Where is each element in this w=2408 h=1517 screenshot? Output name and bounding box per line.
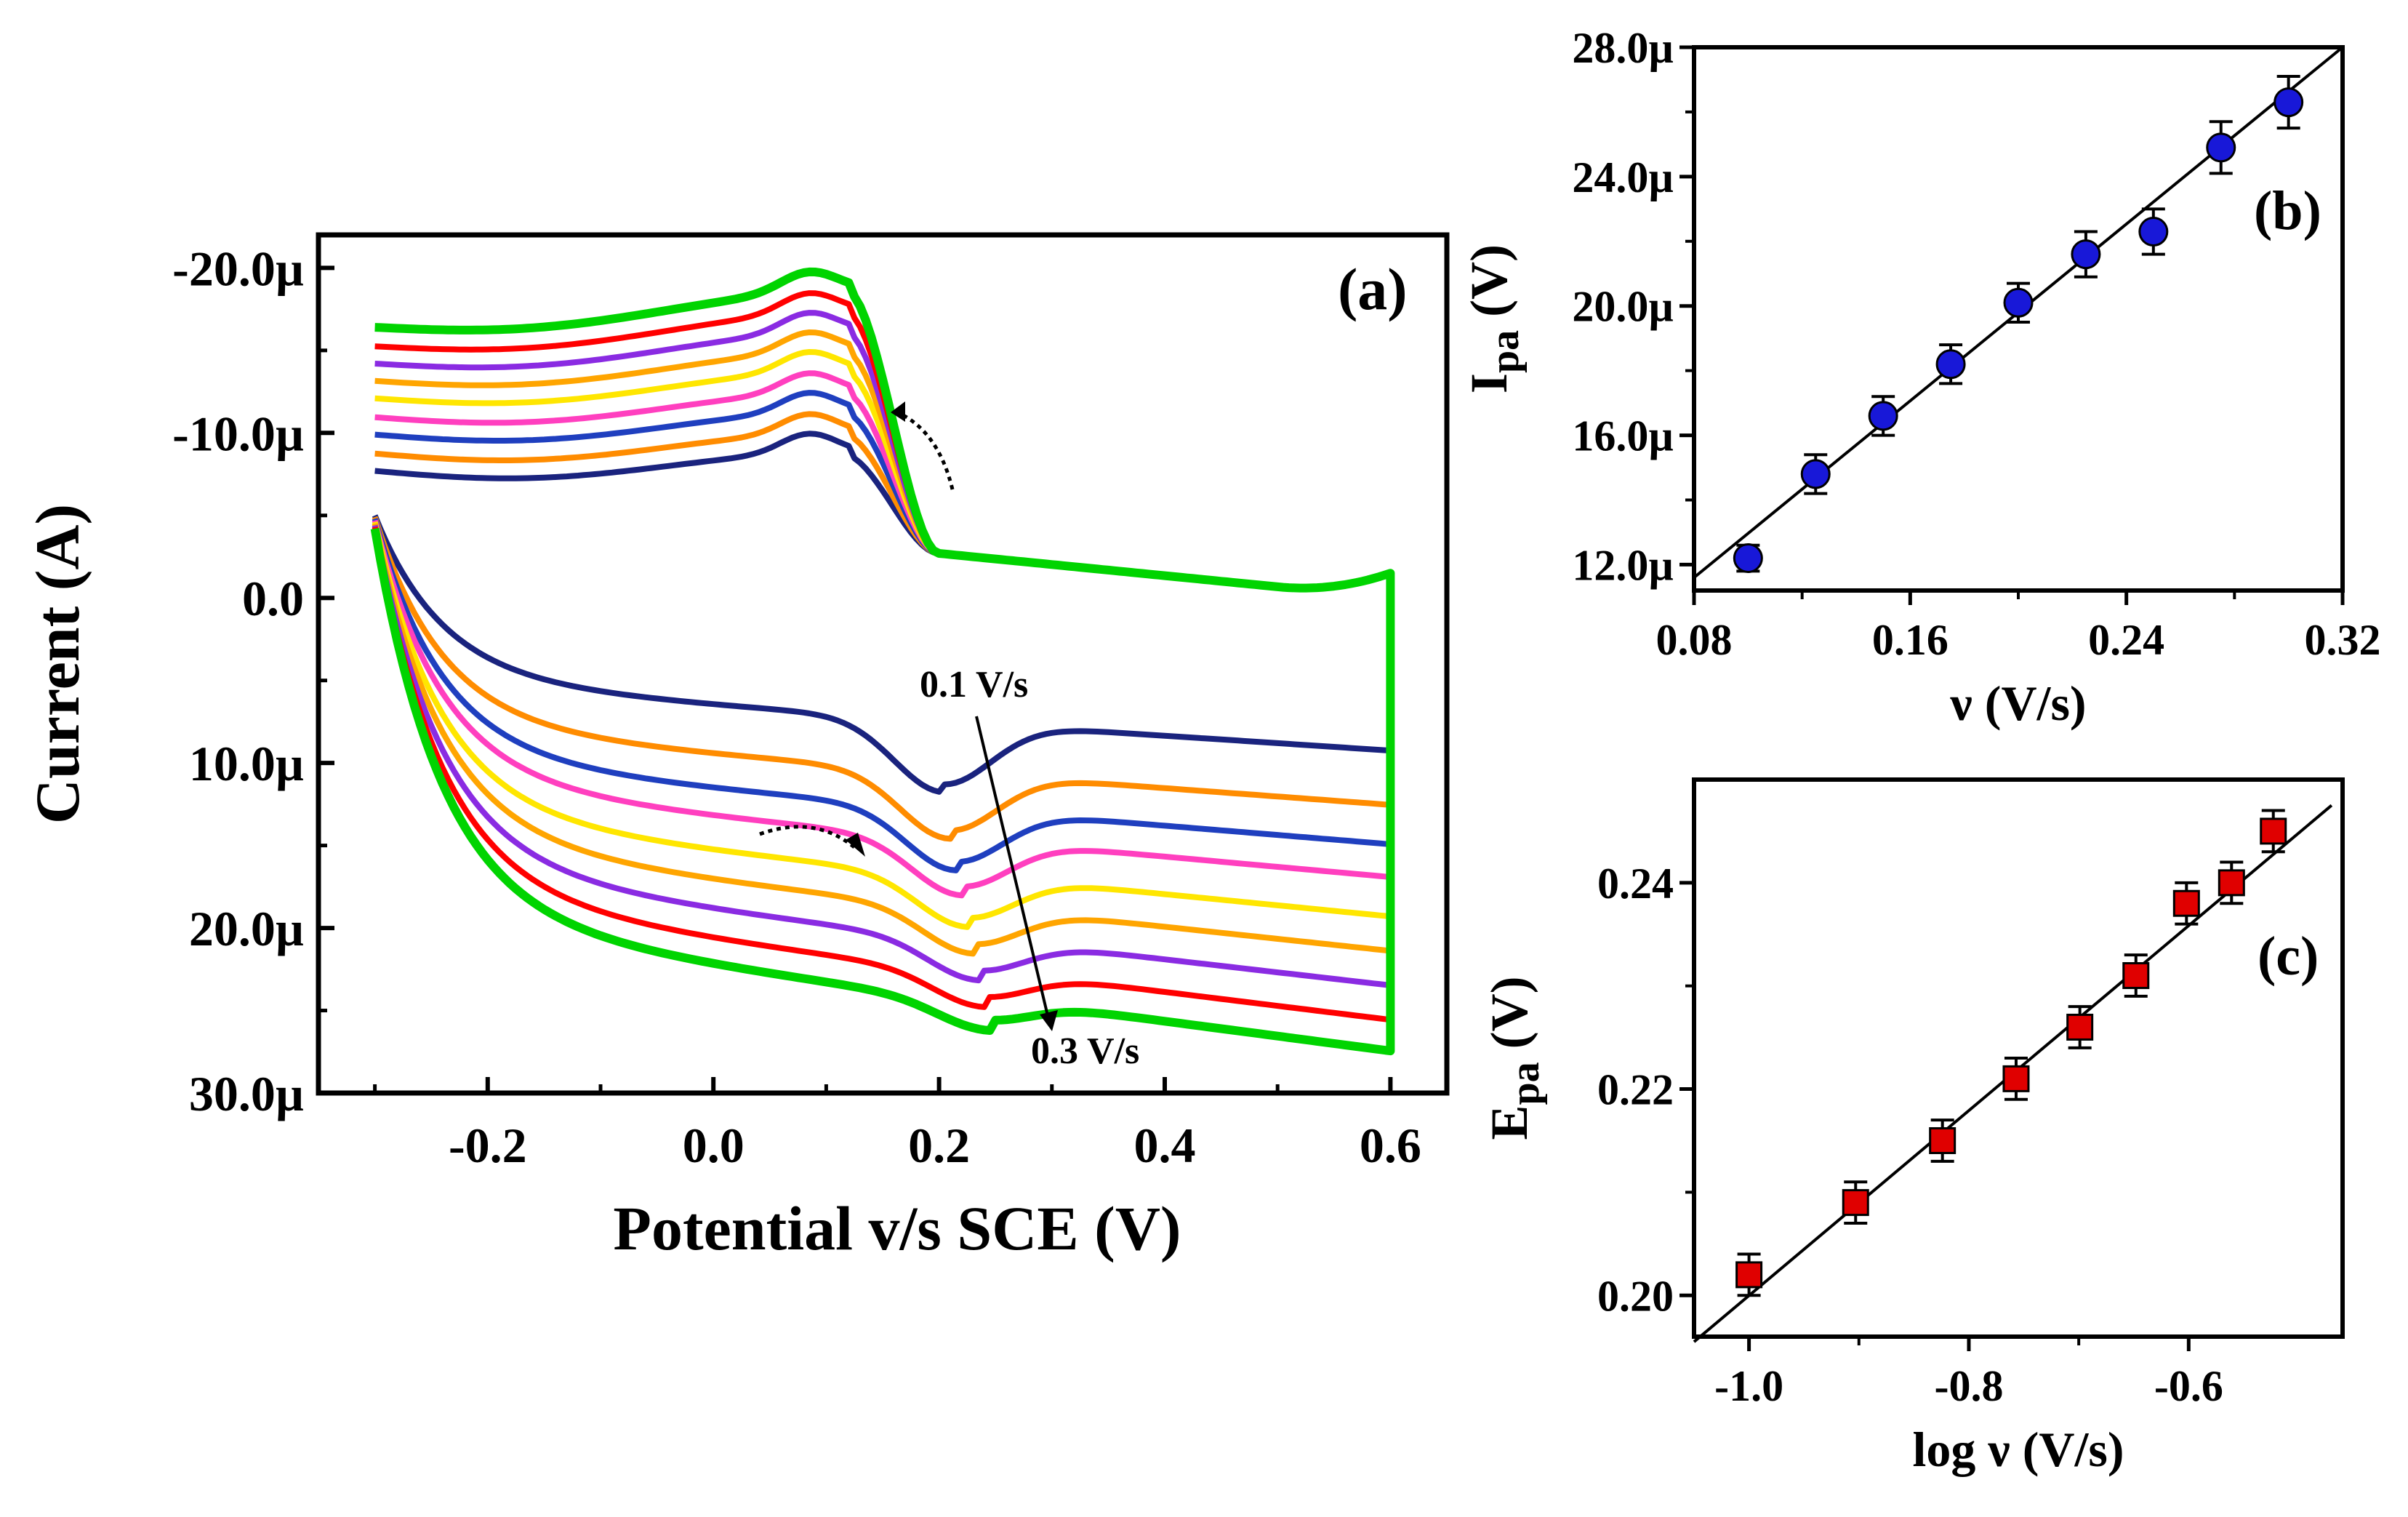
y-axis-title-c: Epa (V) [1480,976,1548,1140]
panel-label-b: (b) [2254,180,2321,241]
scan-direction-arrowhead [1040,1010,1058,1031]
panel-a-cyclic-voltammograms: -0.2 0.0 0.2 0.4 0.6 -20.0µ -10.0µ 0.0 10.0µ 20.0… [23,232,1450,1263]
data-point-b [2003,287,2034,318]
y-tick-label-a: 30.0µ [189,1066,304,1121]
x-tick-label-a: -0.2 [449,1118,527,1173]
y-axis-title-main-c: E [1480,1105,1538,1140]
sweep-arrowhead-reverse [891,401,905,422]
y-axis-title-a: Current (A) [23,504,92,824]
y-tick-label-a: -10.0µ [172,406,304,461]
y-tick-label-a: 10.0µ [189,736,304,791]
data-point-c [2122,962,2150,990]
data-point-b [1800,459,1831,489]
y-tick-label-c: 0.24 [1597,860,1674,908]
y-tick-label-a: 20.0µ [189,901,304,956]
cv-curve-0.1 [372,431,1394,795]
y-axis-title-unit-c: (V) [1480,976,1538,1062]
data-point-c [2002,1065,2030,1092]
sweep-arrow-forward [759,825,856,849]
cv-curve-0.3 [370,267,1395,1056]
data-point-b [2273,87,2304,118]
cv-curve-0.175 [372,370,1394,899]
y-axis-title-b: Ipa (V) [1460,244,1528,393]
y-tick-label-b: 28.0µ [1572,24,1674,72]
x-tick-label-c: -1.0 [1714,1362,1783,1410]
y-axis-title-sub-c: pa [1503,1062,1548,1105]
x-axis-title-b: ν (V/s) [1949,676,2086,731]
scan-direction-arrow [975,716,1051,1022]
data-point-c [2218,869,2245,897]
data-point-c [1842,1189,1869,1217]
data-point-c [1735,1261,1763,1289]
y-tick-label-b: 20.0µ [1572,283,1674,331]
axes-frame-c [1692,777,2345,1339]
panel-label-c: (c) [2258,926,2319,987]
y-tick-label-a: 0.0 [242,571,304,626]
x-tick-label-b: 0.16 [1872,616,1949,664]
annotation-last-rate: 0.3 V/s [1031,1030,1139,1072]
data-point-c [2066,1013,2094,1041]
data-point-c [1929,1126,1956,1154]
y-tick-label-b: 12.0µ [1572,541,1674,589]
x-axis-title-c: log ν (V/s) [1912,1422,2124,1477]
y-tick-label-b: 24.0µ [1572,153,1674,201]
y-tick-label-a: -20.0µ [172,241,304,296]
data-point-b [1868,401,1898,431]
x-axis-title-a: Potential v/s SCE (V) [613,1193,1181,1263]
x-tick-label-a: 0.0 [683,1118,745,1173]
panel-c-epa-vs-log-scan-rate: -1.0 -0.8 -0.6 0.20 0.22 0.24 (c) log ν (V/s) Ep… [1480,777,2345,1477]
data-point-b [2206,132,2236,163]
x-tick-label-a: 0.6 [1360,1118,1421,1173]
x-tick-label-c: -0.8 [1934,1362,2003,1410]
y-axis-title-main-b: I [1460,373,1518,393]
x-tick-label-c: -0.6 [2154,1362,2223,1410]
y-tick-label-b: 16.0µ [1572,412,1674,460]
x-tick-label-a: 0.4 [1134,1118,1196,1173]
data-point-b [2071,239,2101,270]
y-tick-label-c: 0.20 [1597,1272,1674,1320]
x-tick-label-b: 0.32 [2305,616,2381,664]
panel-b-ipa-vs-scan-rate: 0.08 0.16 0.24 0.32 12.0µ 16.0µ 20.0µ 24.0µ 28.0… [1460,24,2381,731]
cv-curve-0.25 [372,310,1394,988]
data-point-b [1733,543,1763,574]
axes-frame-a [316,232,1450,1096]
sweep-arrowhead-forward [846,833,865,857]
panel-label-a: (a) [1338,256,1408,322]
x-tick-label-b: 0.08 [1656,616,1733,664]
annotation-first-rate: 0.1 V/s [920,664,1028,705]
x-tick-label-b: 0.24 [2088,616,2164,664]
y-axis-title-sub-b: pa [1482,330,1528,373]
y-axis-title-unit-b: (V) [1460,244,1518,330]
y-tick-label-c: 0.22 [1597,1066,1674,1114]
data-point-c [2260,817,2287,845]
x-tick-label-a: 0.2 [908,1118,970,1173]
data-point-b [2138,216,2169,247]
data-point-b [1935,349,1966,380]
data-point-c [2172,889,2200,917]
